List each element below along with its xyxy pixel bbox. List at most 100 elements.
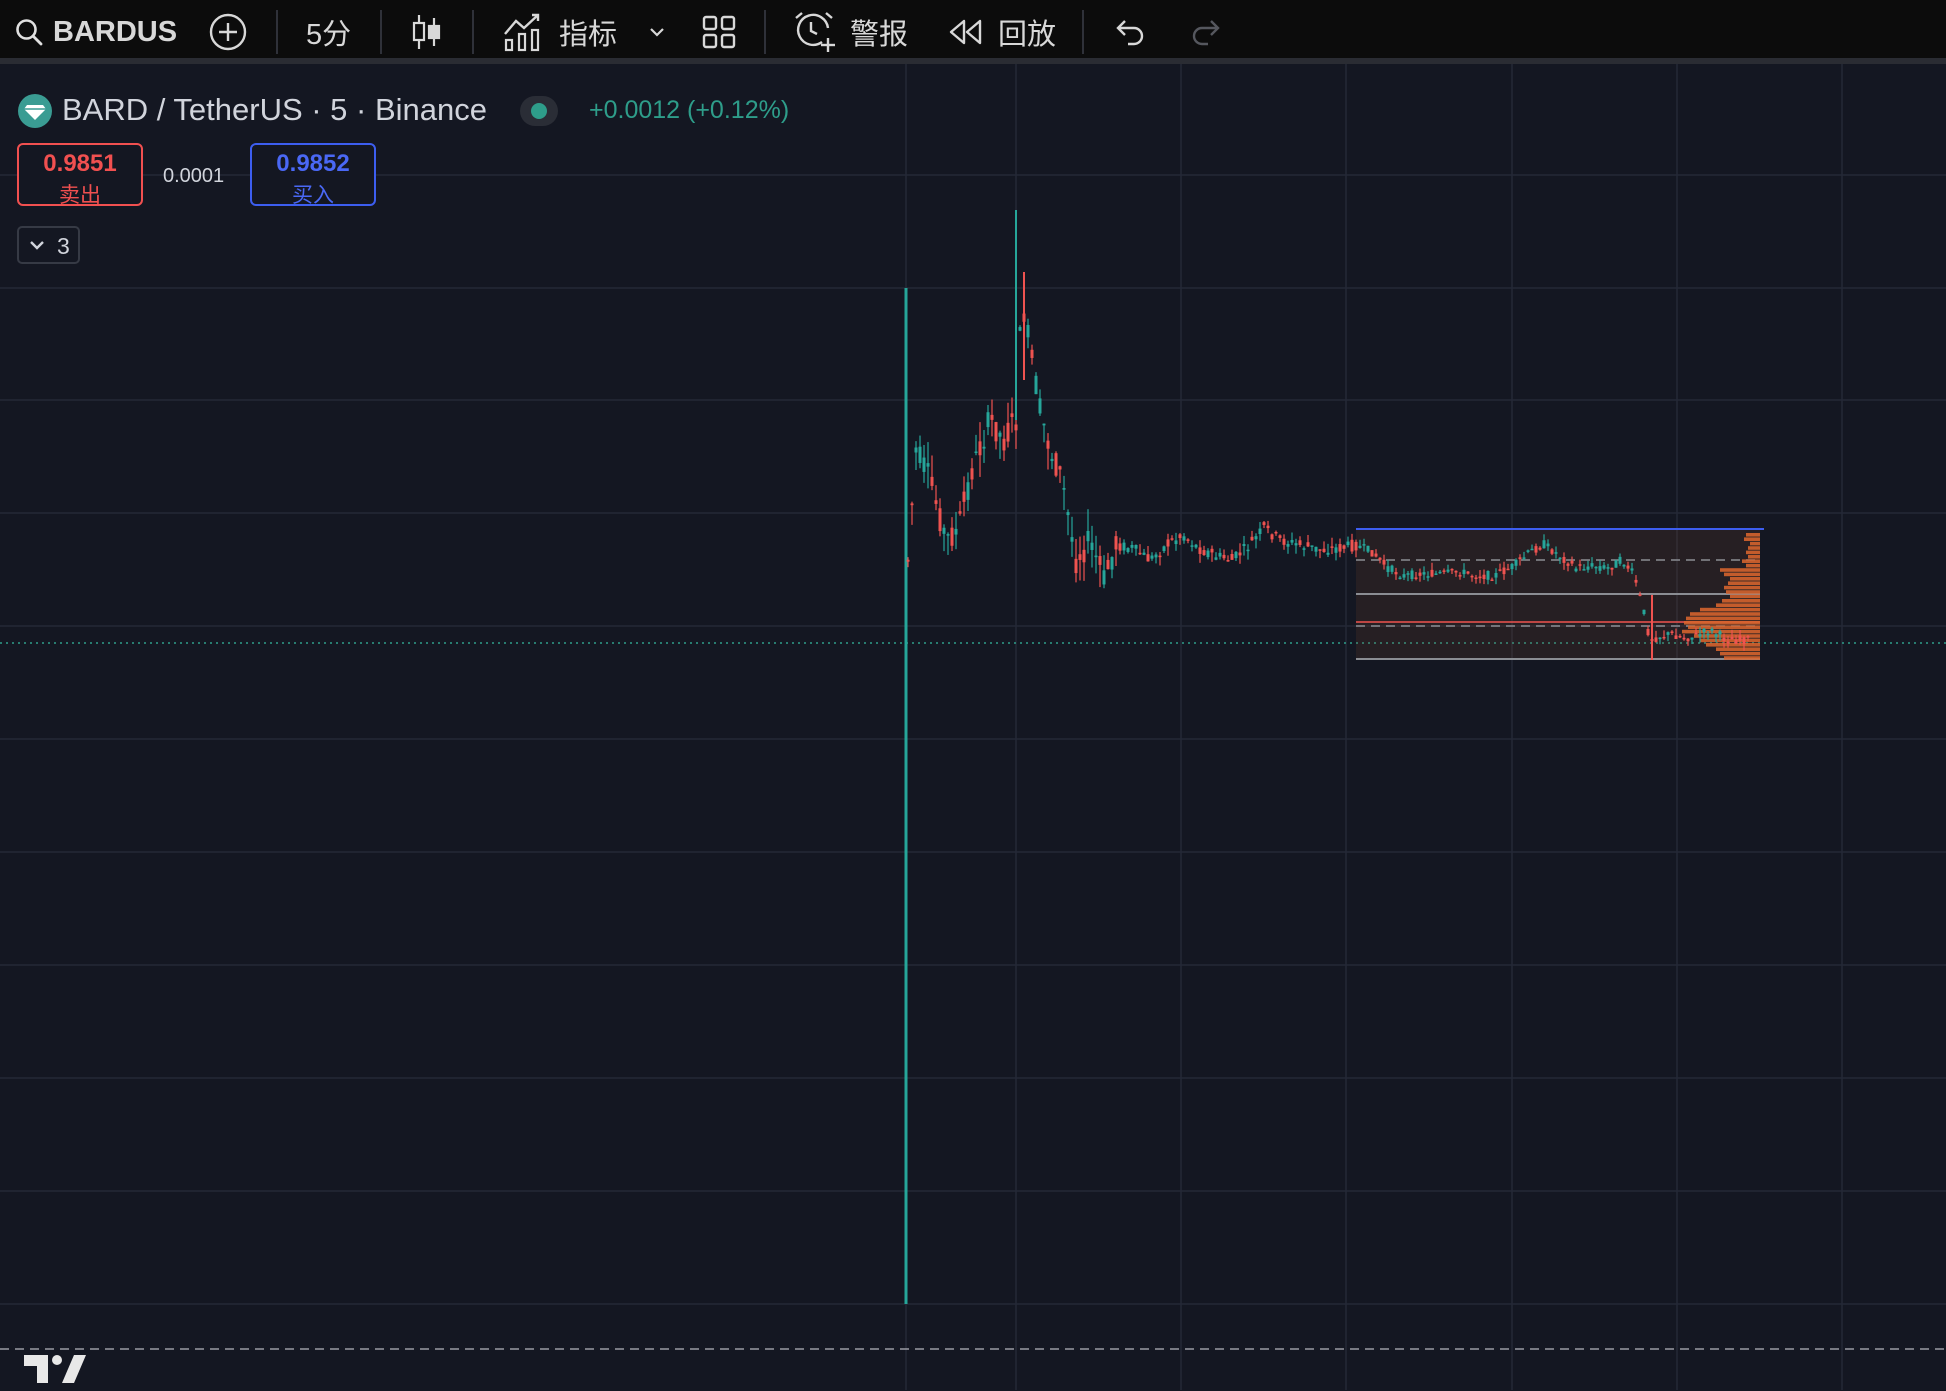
candle-body (1230, 554, 1234, 560)
indicators-label: 指标 (559, 19, 618, 51)
candle-body (990, 414, 994, 420)
sell-button[interactable]: 0.9851 卖出 (17, 143, 143, 207)
compare-symbol-button[interactable] (208, 0, 248, 64)
candle-body (1506, 568, 1510, 571)
candle-body (1414, 577, 1418, 579)
volume-profile-bar (1724, 585, 1760, 590)
volume-profile-bar (1746, 533, 1760, 537)
candle-body (1122, 542, 1126, 551)
volume-profile-bar (1722, 599, 1760, 603)
replay-button[interactable]: 回放 (948, 0, 1056, 64)
candle-body (1622, 564, 1626, 567)
sell-price: 0.9851 (43, 150, 117, 177)
candle-body (1086, 530, 1090, 542)
symbol-title[interactable]: BARD / TetherUS · 5 · Binance (62, 92, 487, 127)
candle-body (1246, 549, 1250, 552)
candle-body (1550, 549, 1554, 554)
volume-profile-bar (1744, 537, 1760, 541)
symbol-search[interactable]: BARDUS (14, 0, 177, 64)
chart-pane[interactable] (0, 64, 1946, 1390)
candle-body (1098, 556, 1102, 565)
chevron-down-icon (30, 241, 44, 250)
toolbar-divider (276, 10, 278, 54)
candle-body (1238, 552, 1242, 556)
replay-label: 回放 (998, 19, 1057, 51)
candle-body (926, 463, 930, 467)
candle-body (1726, 641, 1730, 644)
candle-body (1674, 635, 1678, 639)
candle-body (1538, 547, 1542, 550)
volume-profile-bar (1726, 590, 1760, 594)
candle-body (1446, 569, 1450, 572)
toolbar-divider (472, 10, 474, 54)
price-chart[interactable] (0, 64, 1946, 1390)
candle-body (1558, 557, 1562, 560)
candle-body (1426, 576, 1430, 578)
candle-body (1670, 631, 1674, 634)
candle-body (1678, 635, 1682, 638)
candle-body (1242, 544, 1246, 547)
market-status-indicator[interactable] (520, 96, 558, 126)
candle-body (1282, 538, 1286, 545)
candle-body (1318, 549, 1322, 551)
candle-body (1570, 560, 1574, 564)
alert-button[interactable]: 警报 (792, 0, 908, 64)
candle-body (1462, 569, 1466, 575)
indicators-collapse-button[interactable]: 3 (17, 226, 80, 264)
candle-body (1290, 540, 1294, 543)
price-change: +0.0012 (+0.12%) (589, 96, 790, 124)
candle-body (1390, 565, 1394, 572)
candle-body (1566, 563, 1570, 566)
redo-button[interactable] (1190, 0, 1222, 64)
candle-body (1042, 423, 1046, 426)
indicators-dropdown[interactable] (647, 0, 667, 64)
candle-body (1002, 438, 1006, 451)
candle-body (1646, 628, 1650, 636)
tradingview-logo[interactable] (22, 1352, 86, 1391)
candle-body (1286, 544, 1290, 547)
candle-body (1630, 568, 1634, 571)
interval-button[interactable]: 5分 (306, 0, 351, 64)
grid-layout-icon (702, 15, 736, 49)
candle-body (1626, 565, 1630, 569)
candle-body (1138, 552, 1142, 555)
candle-body (1466, 571, 1470, 574)
candle-body (1162, 546, 1166, 552)
candle-body (1370, 550, 1374, 557)
candle-body (1274, 531, 1278, 534)
rewind-icon (949, 19, 982, 45)
buy-button[interactable]: 0.9852 买入 (250, 143, 376, 207)
candle-body (1722, 637, 1726, 641)
alert-label: 警报 (850, 19, 909, 51)
candle-body (1066, 512, 1070, 516)
candle-body (1194, 544, 1198, 548)
candle-body (1354, 541, 1358, 551)
candle-body (1574, 568, 1578, 572)
candle-body (1546, 543, 1550, 547)
candlestick-series[interactable] (906, 210, 1750, 660)
candle-body (1530, 548, 1534, 551)
candle-body (1210, 548, 1214, 553)
coin-icon (18, 94, 52, 128)
candle-body (914, 447, 918, 453)
candle-body (1510, 563, 1514, 570)
chart-type-button[interactable] (410, 0, 442, 64)
candle-body (1614, 560, 1618, 568)
candle-body (1618, 556, 1622, 564)
candle-body (1518, 557, 1522, 560)
layout-button[interactable] (702, 0, 736, 64)
tv-logo-icon (24, 1355, 86, 1383)
candle-body (1334, 547, 1338, 553)
candle-body (1198, 547, 1202, 554)
candle-body (1058, 466, 1062, 470)
candle-body (1314, 546, 1318, 552)
spread-value: 0.0001 (163, 165, 225, 187)
candle-body (1690, 637, 1694, 640)
undo-button[interactable] (1114, 0, 1146, 64)
indicators-button[interactable]: 指标 (502, 0, 617, 64)
candle-body (1094, 555, 1098, 558)
candle-body (1598, 566, 1602, 571)
candle-body (966, 482, 970, 500)
candle-body (1554, 552, 1558, 554)
volume-profile[interactable] (1356, 528, 1764, 660)
